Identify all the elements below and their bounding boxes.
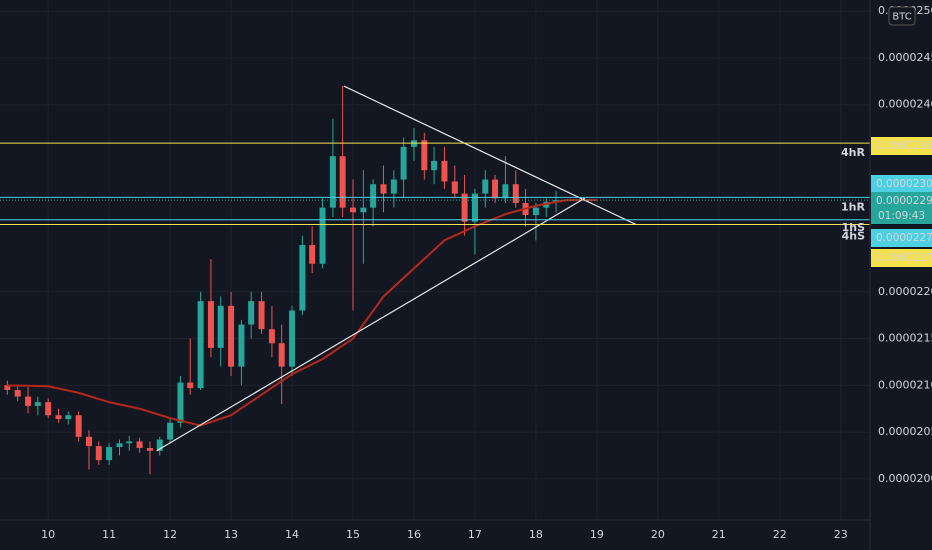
x-tick-label: 13: [224, 528, 238, 541]
currency-label: BTC: [892, 12, 911, 23]
candle-body: [207, 301, 214, 348]
candle-body: [167, 422, 174, 440]
candle-body: [349, 207, 356, 213]
candle-body: [75, 415, 82, 437]
level-name: 1hS: [842, 221, 865, 234]
candle-body: [25, 396, 32, 406]
candle-body: [329, 156, 336, 208]
x-tick-label: 11: [102, 528, 116, 541]
candle-body: [86, 436, 93, 447]
candle-body: [492, 179, 499, 199]
candle-body: [482, 179, 489, 194]
currency-badge[interactable]: [888, 6, 916, 26]
candle-body: [339, 156, 346, 208]
candle-body: [116, 443, 123, 448]
x-tick-label: 23: [834, 528, 848, 541]
x-tick-label: 19: [590, 528, 604, 541]
candle-body: [126, 441, 133, 444]
countdown: 01:09:43: [878, 210, 925, 222]
candle-body: [156, 439, 163, 451]
level-tag: [871, 229, 932, 247]
candle-body: [380, 184, 387, 194]
x-tick-label: 18: [529, 528, 543, 541]
candle-body: [512, 184, 519, 203]
y-tick-label: 0.00002400: [878, 98, 932, 111]
candle-body: [461, 193, 468, 222]
candle-body: [370, 184, 377, 208]
candle-body: [34, 402, 41, 406]
candle-body: [299, 245, 306, 311]
candle-body: [248, 301, 255, 325]
x-tick-label: 21: [712, 528, 726, 541]
candle-body: [106, 447, 113, 461]
candle-body: [217, 305, 224, 348]
candle-body: [177, 382, 184, 423]
candle-body: [390, 179, 397, 194]
level-name: 1hR: [841, 200, 865, 213]
candle-body: [197, 301, 204, 389]
x-tick-label: 15: [346, 528, 360, 541]
y-tick-label: 0.00002050: [878, 425, 932, 438]
candle-body: [400, 146, 407, 180]
candle-body: [278, 343, 285, 367]
y-tick-label: 0.00002100: [878, 378, 932, 391]
y-tick-label: 0.00002200: [878, 285, 932, 298]
level-tag: [871, 249, 932, 267]
candle-body: [502, 184, 509, 199]
candle-body: [4, 385, 11, 390]
candle-body: [228, 305, 235, 367]
candle-body: [187, 382, 194, 389]
x-tick-label: 16: [407, 528, 421, 541]
x-tick-label: 17: [468, 528, 482, 541]
candle-body: [45, 402, 52, 416]
candle-body: [319, 207, 326, 264]
candle-body: [451, 181, 458, 194]
candle-body: [532, 207, 539, 216]
x-tick-label: 12: [163, 528, 177, 541]
candle-body: [14, 390, 21, 397]
level-tag: [871, 175, 932, 193]
candle-body: [309, 245, 316, 264]
candle-body: [146, 447, 153, 451]
level-tag-label: 0.00002272: [876, 252, 932, 264]
level-name: 4hR: [841, 146, 865, 159]
x-tick-label: 20: [651, 528, 665, 541]
y-tick-label: 0.00002150: [878, 332, 932, 345]
x-tick-label: 22: [773, 528, 787, 541]
y-tick-label: 0.00002450: [878, 51, 932, 64]
candle-body: [289, 310, 296, 367]
level-tag-label: 0.00002359: [876, 140, 932, 152]
last-price-label: 0.00002298: [876, 195, 932, 207]
candle-body: [238, 324, 245, 367]
candle-body: [136, 441, 143, 448]
y-tick-label: 0.00002000: [878, 472, 932, 485]
level-tag: [871, 137, 932, 155]
candle-body: [268, 329, 275, 344]
moving-average: [7, 199, 597, 427]
candle-body: [55, 415, 62, 419]
candle-body: [95, 446, 102, 461]
trendline: [156, 197, 585, 452]
level-name: 4hS: [842, 229, 865, 242]
candle-body: [471, 193, 478, 222]
trendline: [343, 85, 637, 226]
candle-body: [431, 160, 438, 171]
candle-body: [258, 301, 265, 330]
last-price-tag: [871, 192, 932, 224]
x-tick-label: 14: [285, 528, 299, 541]
candle-body: [441, 160, 448, 182]
candle-body: [360, 207, 367, 213]
candle-body: [421, 140, 428, 171]
level-tag-label: 0.00002277: [876, 232, 932, 244]
candle-body: [65, 415, 72, 419]
x-tick-label: 10: [41, 528, 55, 541]
